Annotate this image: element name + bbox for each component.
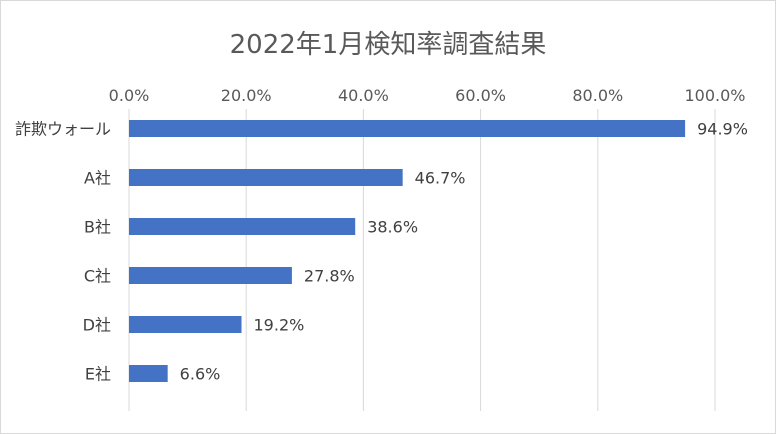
x-tick-label: 80.0% bbox=[572, 86, 623, 105]
x-tick-label: 60.0% bbox=[455, 86, 506, 105]
data-label: 19.2% bbox=[254, 316, 305, 335]
data-label: 27.8% bbox=[304, 267, 355, 286]
x-tick-label: 0.0% bbox=[109, 86, 150, 105]
x-axis-ticks: 0.0% 20.0% 40.0% 60.0% 80.0% 100.0% bbox=[109, 86, 746, 105]
data-labels: 94.9% 46.7% 38.6% 27.8% 19.2% 6.6% bbox=[180, 120, 748, 384]
x-tick-label: 20.0% bbox=[221, 86, 272, 105]
bar bbox=[129, 316, 242, 333]
bar bbox=[129, 267, 292, 284]
category-label: B社 bbox=[84, 218, 111, 237]
bars bbox=[129, 120, 686, 382]
data-label: 38.6% bbox=[367, 218, 418, 237]
category-label: C社 bbox=[84, 267, 111, 286]
category-label: A社 bbox=[84, 169, 111, 188]
data-label: 46.7% bbox=[415, 169, 466, 188]
gridlines bbox=[128, 109, 716, 411]
data-label: 94.9% bbox=[697, 120, 748, 139]
chart-title: 2022年1月検知率調査結果 bbox=[230, 30, 547, 60]
category-label: 詐欺ウォール bbox=[15, 120, 111, 139]
x-tick-label: 40.0% bbox=[338, 86, 389, 105]
bar bbox=[129, 120, 686, 137]
bar bbox=[129, 365, 168, 382]
data-label: 6.6% bbox=[180, 365, 221, 384]
x-tick-label: 100.0% bbox=[684, 86, 745, 105]
bar bbox=[129, 169, 403, 186]
bar bbox=[129, 218, 356, 235]
category-label: E社 bbox=[85, 365, 111, 384]
category-label: D社 bbox=[83, 316, 111, 335]
category-labels: 詐欺ウォール A社 B社 C社 D社 E社 bbox=[15, 120, 111, 384]
